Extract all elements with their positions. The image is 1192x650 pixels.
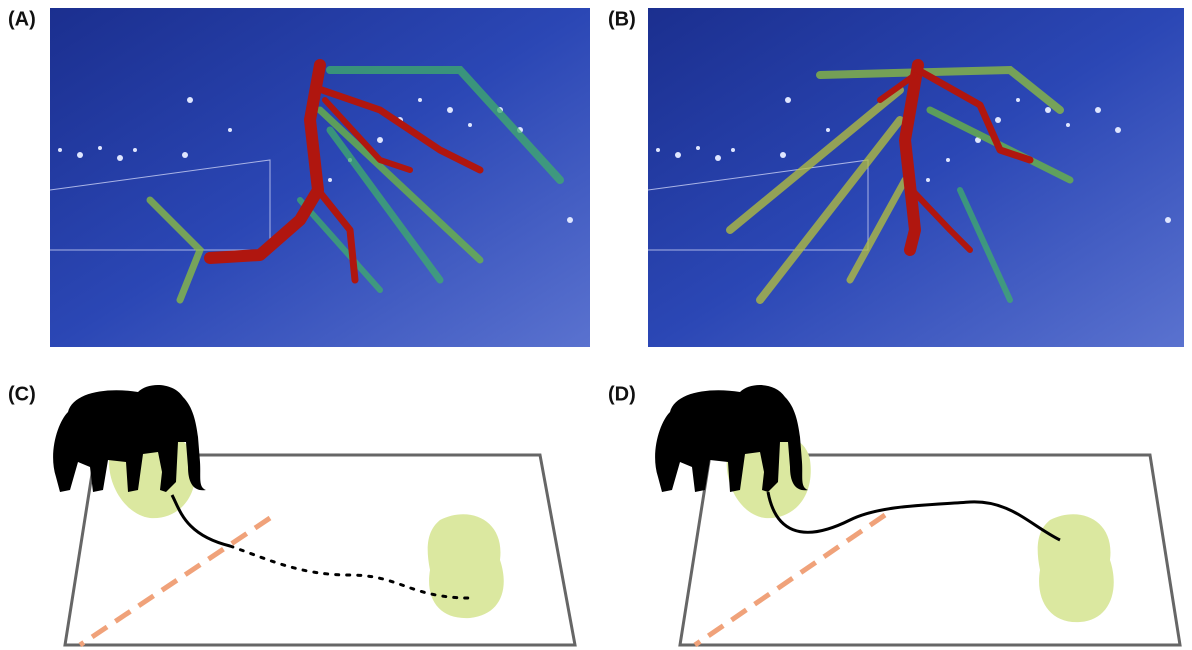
scene-d (655, 385, 1180, 645)
figure: (A) (B) (C) (D) (0, 0, 1192, 650)
scene-c (53, 385, 575, 645)
panel-label: (B) (608, 8, 636, 30)
page: (A) (B) (C) (D) (() => { const data = JS… (0, 0, 1192, 650)
panel-label: (D) (608, 383, 636, 405)
map-a (50, 8, 590, 347)
panel-label: (A) (8, 8, 36, 30)
map-b (648, 8, 1184, 347)
panel-label: (C) (8, 383, 36, 405)
